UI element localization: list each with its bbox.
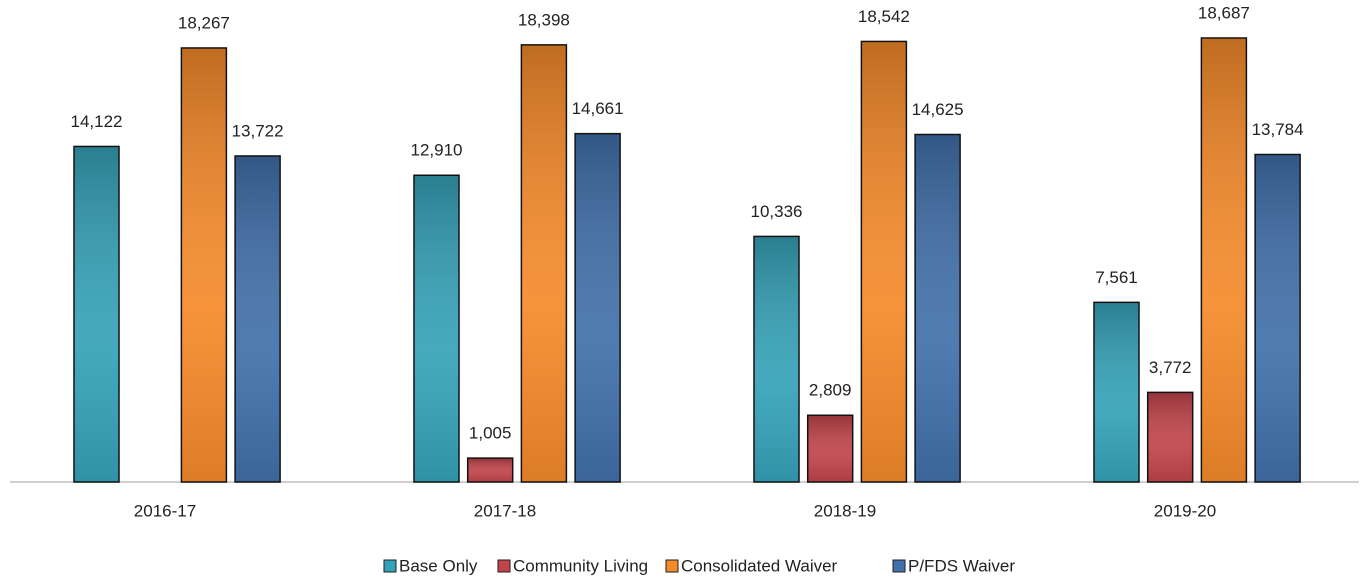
x-tick-label: 2017-18 [474, 501, 536, 520]
value-label: 3,772 [1149, 358, 1192, 377]
value-label: 1,005 [469, 424, 512, 443]
value-label: 12,910 [411, 141, 463, 160]
legend-swatch [665, 559, 679, 573]
legend-label: P/FDS Waiver [908, 556, 1015, 575]
value-label: 14,122 [71, 112, 123, 131]
x-tick-label: 2018-19 [814, 501, 876, 520]
value-label: 13,784 [1252, 120, 1304, 139]
value-label: 18,687 [1198, 3, 1250, 22]
bar-shade [754, 237, 799, 482]
legend-label: Consolidated Waiver [681, 556, 838, 575]
bar-shade [522, 45, 566, 482]
bar-shade [235, 156, 280, 482]
bar-shade [915, 135, 960, 482]
bar-shade [182, 48, 226, 482]
value-label: 18,542 [858, 7, 910, 26]
x-tick-label: 2019-20 [1154, 501, 1216, 520]
bar-shade [468, 458, 512, 482]
bar-shade [808, 416, 852, 482]
bar-shade [1148, 393, 1192, 482]
bar-shade [74, 147, 119, 482]
legend-label: Community Living [513, 556, 648, 575]
bar-shade [575, 134, 620, 482]
value-label: 2,809 [809, 381, 852, 400]
legend-label: Base Only [399, 556, 478, 575]
bar-shade [414, 176, 459, 482]
bar-shade [1255, 155, 1300, 482]
value-label: 7,561 [1095, 268, 1138, 287]
value-label: 14,625 [912, 100, 964, 119]
value-label: 10,336 [751, 202, 803, 221]
value-label: 18,398 [518, 10, 570, 29]
bar-shade [1094, 303, 1139, 482]
x-tick-label: 2016-17 [134, 501, 196, 520]
legend-swatch [383, 559, 397, 573]
bar-shade [862, 42, 906, 482]
legend-swatch [892, 559, 906, 573]
value-label: 14,661 [572, 99, 624, 118]
bar-shade [1202, 38, 1246, 482]
value-label: 18,267 [178, 13, 230, 32]
value-label: 13,722 [232, 121, 284, 140]
legend-swatch [497, 559, 511, 573]
